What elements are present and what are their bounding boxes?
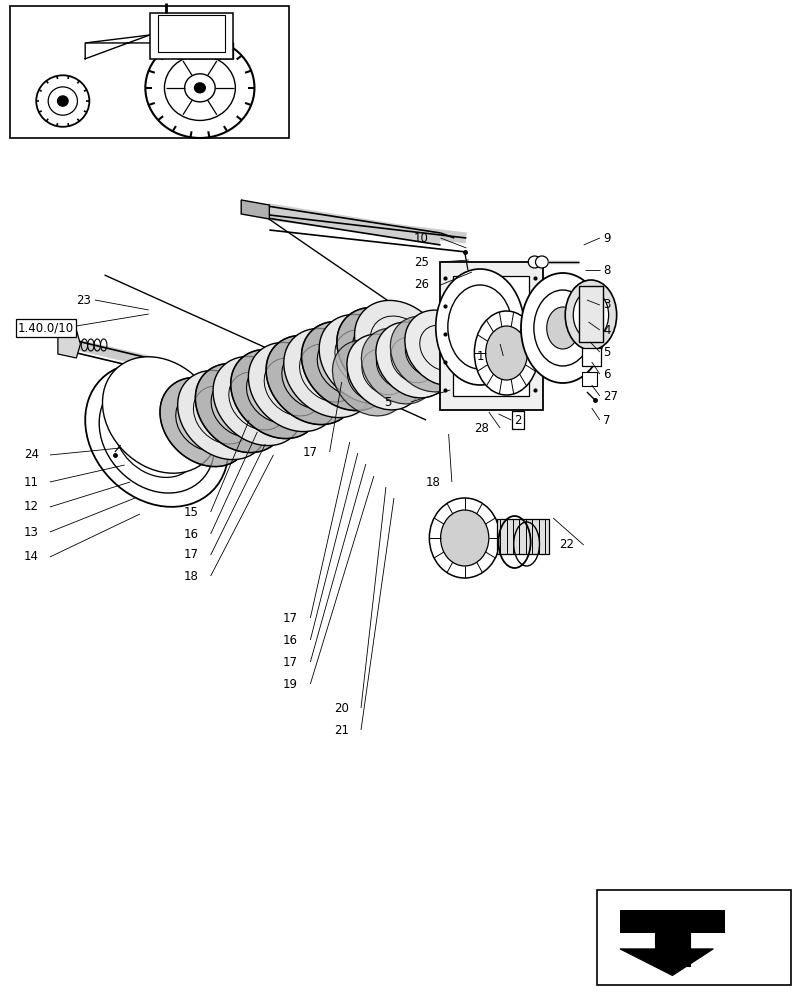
Ellipse shape — [429, 498, 499, 578]
Ellipse shape — [573, 291, 608, 339]
Ellipse shape — [213, 356, 303, 446]
Text: 16: 16 — [283, 634, 298, 647]
Ellipse shape — [177, 370, 267, 460]
Text: 1: 1 — [476, 350, 483, 362]
Ellipse shape — [211, 379, 269, 437]
Ellipse shape — [447, 285, 512, 369]
Text: 17: 17 — [183, 548, 198, 562]
Ellipse shape — [332, 340, 407, 416]
Ellipse shape — [194, 83, 205, 93]
Ellipse shape — [440, 510, 488, 566]
Ellipse shape — [435, 269, 524, 385]
Ellipse shape — [520, 273, 604, 383]
Ellipse shape — [346, 334, 422, 410]
Text: 28: 28 — [474, 422, 489, 434]
Text: 2: 2 — [514, 414, 521, 426]
Ellipse shape — [353, 323, 410, 381]
Ellipse shape — [248, 342, 338, 432]
Polygon shape — [654, 933, 689, 966]
Ellipse shape — [546, 307, 578, 349]
Bar — [10, 6, 289, 138]
Bar — [149, 13, 233, 59]
Text: 14: 14 — [24, 550, 39, 564]
Text: 8: 8 — [602, 263, 609, 276]
Ellipse shape — [58, 96, 68, 106]
Ellipse shape — [283, 328, 373, 418]
Ellipse shape — [474, 311, 538, 395]
Ellipse shape — [85, 363, 228, 507]
Text: 16: 16 — [183, 528, 198, 540]
Ellipse shape — [336, 307, 426, 397]
Text: 4: 4 — [602, 324, 609, 336]
Ellipse shape — [266, 335, 356, 425]
Ellipse shape — [485, 326, 527, 380]
Text: 7: 7 — [602, 414, 609, 426]
Ellipse shape — [389, 316, 465, 392]
Bar — [439, 262, 542, 410]
Polygon shape — [241, 200, 269, 219]
Ellipse shape — [565, 280, 616, 350]
Ellipse shape — [132, 410, 181, 460]
Bar — [581, 372, 596, 386]
Ellipse shape — [176, 393, 234, 451]
Bar — [578, 286, 602, 342]
Text: 10: 10 — [414, 232, 429, 244]
Ellipse shape — [404, 310, 479, 386]
Ellipse shape — [36, 75, 89, 127]
Text: 24: 24 — [24, 448, 39, 462]
Bar — [157, 15, 225, 52]
Text: 21: 21 — [333, 724, 349, 736]
Text: 13: 13 — [24, 526, 39, 538]
Text: 9: 9 — [602, 232, 609, 244]
Text: 23: 23 — [76, 294, 92, 306]
Text: 5: 5 — [602, 346, 609, 359]
Ellipse shape — [230, 349, 320, 439]
Text: 27: 27 — [602, 389, 618, 402]
Ellipse shape — [375, 322, 450, 398]
Ellipse shape — [160, 377, 250, 467]
Ellipse shape — [347, 355, 392, 401]
Text: 1.40.0/10: 1.40.0/10 — [18, 322, 74, 334]
Text: 22: 22 — [558, 538, 573, 552]
Text: 5: 5 — [384, 395, 391, 408]
Text: 17: 17 — [283, 611, 298, 624]
Ellipse shape — [301, 321, 391, 411]
Bar — [619, 910, 724, 933]
Ellipse shape — [535, 256, 548, 268]
Text: 18: 18 — [183, 570, 198, 582]
Text: 11: 11 — [24, 476, 39, 488]
Ellipse shape — [405, 331, 450, 377]
Polygon shape — [619, 949, 712, 976]
Ellipse shape — [99, 377, 214, 493]
Ellipse shape — [102, 357, 219, 473]
Text: 12: 12 — [24, 500, 39, 514]
Ellipse shape — [282, 351, 340, 409]
Text: 17: 17 — [283, 656, 298, 668]
Polygon shape — [58, 330, 80, 358]
Ellipse shape — [195, 363, 285, 453]
Text: 15: 15 — [183, 506, 198, 518]
Text: 17: 17 — [302, 446, 317, 458]
Ellipse shape — [319, 314, 409, 404]
Ellipse shape — [247, 365, 304, 423]
Ellipse shape — [114, 393, 199, 477]
Bar — [452, 276, 528, 396]
Ellipse shape — [317, 337, 375, 395]
Text: 6: 6 — [602, 367, 609, 380]
Text: 26: 26 — [414, 278, 429, 292]
Ellipse shape — [528, 256, 540, 268]
Ellipse shape — [376, 343, 421, 389]
Bar — [596, 890, 790, 985]
Text: 19: 19 — [283, 678, 298, 690]
Ellipse shape — [145, 38, 255, 138]
Text: 3: 3 — [602, 298, 609, 312]
Ellipse shape — [354, 300, 444, 390]
Bar — [581, 348, 601, 366]
Text: 25: 25 — [414, 255, 429, 268]
Ellipse shape — [361, 328, 436, 404]
Ellipse shape — [533, 290, 591, 366]
Text: 18: 18 — [426, 476, 441, 488]
Bar — [496, 519, 548, 554]
Text: 20: 20 — [333, 702, 349, 714]
